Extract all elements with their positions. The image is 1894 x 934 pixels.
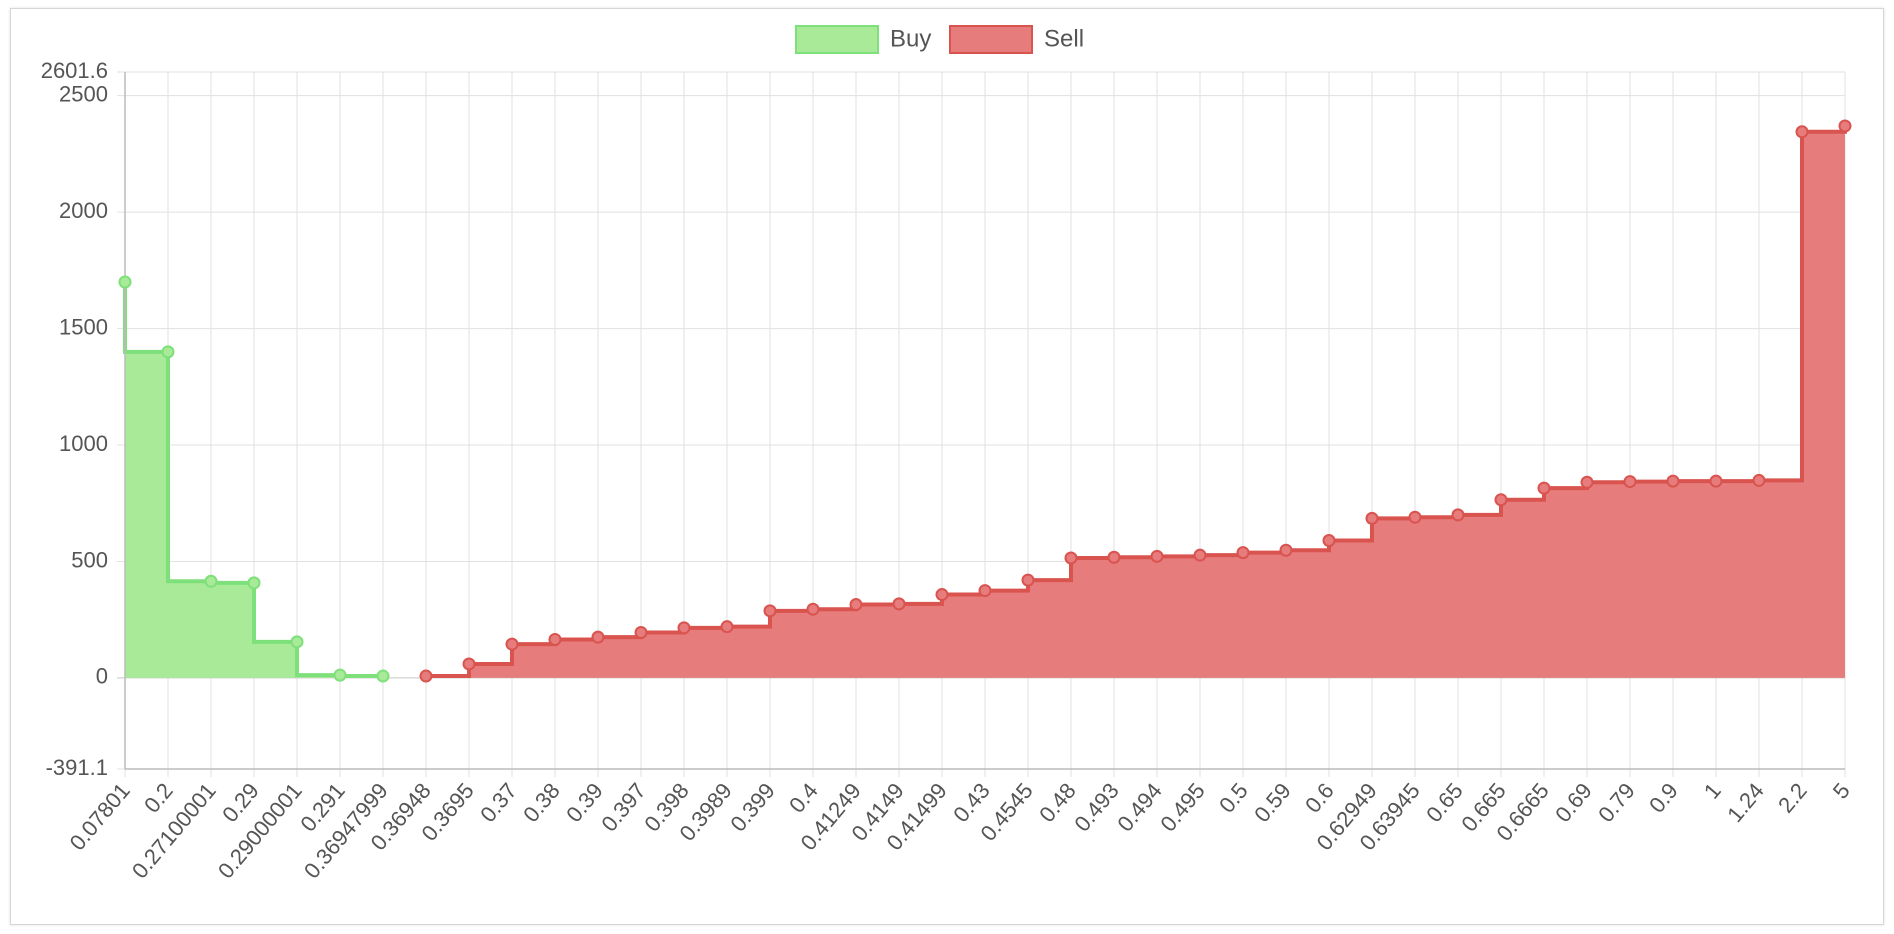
sell-point[interactable] (720, 620, 734, 634)
sell-point[interactable] (935, 588, 949, 602)
sell-point[interactable] (1408, 510, 1422, 524)
sell-point[interactable] (591, 630, 605, 644)
x-tick-label: 1.24 (1722, 778, 1769, 827)
sell-point[interactable] (1623, 475, 1637, 489)
x-tick-label: 0.5 (1214, 778, 1253, 818)
x-tick-label: 0.399 (725, 778, 780, 836)
sell-point[interactable] (1236, 546, 1250, 560)
x-tick-label: 0.9 (1644, 778, 1683, 818)
buy-point[interactable] (118, 275, 132, 289)
x-axis-ticks: 0.07801 0.20.271000010.290.290000010.2910… (65, 778, 1855, 883)
sell-point[interactable] (1752, 473, 1766, 487)
sell-point[interactable] (978, 584, 992, 598)
y-tick-label: 2601.6 (41, 58, 108, 83)
x-tick-label: 1 (1699, 778, 1726, 803)
sell-point[interactable] (462, 657, 476, 671)
sell-point[interactable] (1193, 548, 1207, 562)
sell-point[interactable] (1709, 474, 1723, 488)
x-tick-label: 0.495 (1155, 778, 1210, 836)
x-tick-label: 2.2 (1773, 778, 1812, 818)
y-tick-label: 2000 (59, 198, 108, 223)
sell-point[interactable] (849, 598, 863, 612)
sell-area (426, 125, 1845, 678)
legend-item-buy[interactable]: Buy (795, 25, 931, 54)
y-tick-label: 0 (96, 664, 108, 689)
x-tick-label: 5 (1828, 778, 1855, 803)
legend-swatch-sell (949, 25, 1033, 54)
x-tick-label: 0.38 (518, 778, 565, 827)
sell-point[interactable] (548, 632, 562, 646)
y-tick-label: -391.1 (46, 755, 108, 780)
x-tick-label: 0.493 (1069, 778, 1124, 836)
sell-point[interactable] (1537, 481, 1551, 495)
sell-point[interactable] (419, 669, 433, 683)
legend-swatch-buy (795, 25, 879, 54)
sell-point[interactable] (1322, 534, 1336, 548)
sell-point[interactable] (892, 597, 906, 611)
x-tick-label: 0.4 (784, 778, 823, 818)
x-tick-label: 0.2 (139, 778, 178, 818)
y-tick-label: 2500 (59, 81, 108, 106)
sell-point[interactable] (1580, 475, 1594, 489)
sell-point[interactable] (1365, 511, 1379, 525)
sell-line (426, 125, 1847, 679)
sell-point[interactable] (806, 602, 820, 616)
x-tick-label: 0.397 (596, 778, 651, 836)
sell-point[interactable] (505, 637, 519, 651)
y-tick-label: 1500 (59, 314, 108, 339)
buy-point[interactable] (161, 345, 175, 359)
buy-point[interactable] (204, 574, 218, 588)
x-tick-label: 0.79 (1593, 778, 1640, 827)
x-tick-label: 0.37 (475, 778, 522, 827)
x-tick-label: 0.494 (1112, 778, 1167, 836)
buy-point[interactable] (376, 669, 390, 683)
x-tick-label: 0.69 (1550, 778, 1597, 827)
sell-point[interactable] (1838, 119, 1852, 133)
chart-legend: Buy Sell (795, 25, 1084, 54)
buy-point[interactable] (333, 668, 347, 682)
chart-frame (10, 8, 1884, 925)
sell-point[interactable] (1107, 550, 1121, 564)
sell-point[interactable] (1150, 549, 1164, 563)
sell-point[interactable] (763, 604, 777, 618)
chart-axes (124, 72, 1845, 770)
legend-label-buy: Buy (890, 25, 931, 52)
x-tick-label: 0.07801 (65, 778, 135, 855)
x-tick-label: 0.59 (1249, 778, 1296, 827)
sell-point[interactable] (1494, 493, 1508, 507)
y-tick-label: 1000 (59, 431, 108, 456)
sell-point[interactable] (1021, 573, 1035, 587)
sell-point[interactable] (1064, 551, 1078, 565)
sell-point[interactable] (1279, 543, 1293, 557)
buy-point[interactable] (290, 635, 304, 649)
legend-label-sell: Sell (1044, 25, 1084, 52)
sell-point[interactable] (1666, 474, 1680, 488)
y-tick-label: 500 (71, 547, 108, 572)
x-tick-label: 0.6 (1300, 778, 1339, 818)
sell-point[interactable] (1795, 125, 1809, 139)
sell-point[interactable] (634, 625, 648, 639)
legend-item-sell[interactable]: Sell (949, 25, 1084, 54)
buy-point[interactable] (247, 576, 261, 590)
sell-point[interactable] (1451, 508, 1465, 522)
chart-points (118, 119, 1852, 683)
sell-point[interactable] (677, 621, 691, 635)
